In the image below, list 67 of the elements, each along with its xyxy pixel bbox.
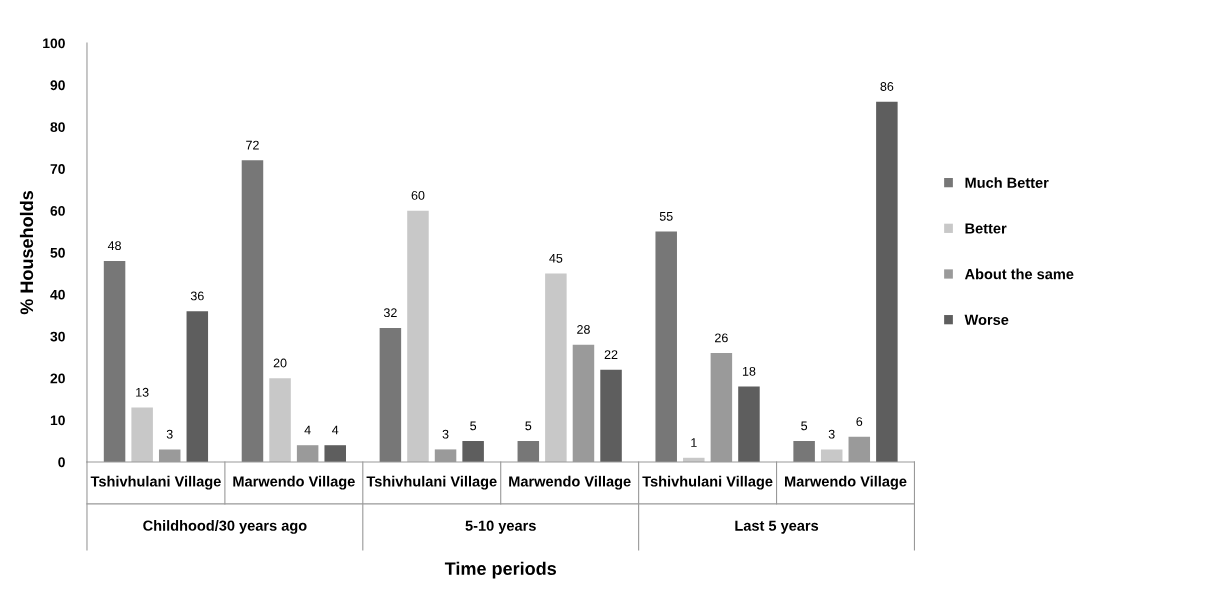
bar: [820, 449, 843, 462]
y-tick-label: 0: [58, 457, 65, 468]
data-label: 1: [691, 438, 697, 447]
bar: [103, 260, 126, 462]
data-label: 32: [383, 308, 397, 318]
legend-label: Much Better: [965, 177, 1049, 188]
x-tick-label: Tshivhulani Village: [642, 475, 773, 490]
legend-label: About the same: [964, 268, 1074, 280]
y-tick-label: 50: [50, 247, 65, 258]
text: Childhood/30 years ago: [143, 520, 307, 534]
bar: [186, 311, 209, 462]
data-label: 26: [715, 333, 728, 343]
data-label: 3: [828, 429, 835, 439]
y-axis-title: % Households: [19, 191, 34, 315]
data-label: 5: [470, 421, 477, 431]
data-label: 5: [525, 421, 532, 431]
bar: [131, 407, 153, 462]
bar: [462, 441, 484, 462]
y-tick-label: 30: [50, 331, 65, 342]
y-tick-label: 40: [50, 289, 65, 300]
data-label: 55: [659, 212, 673, 221]
data-label: 18: [742, 366, 756, 376]
bar: [324, 445, 346, 462]
bar: [407, 210, 429, 462]
bar: [600, 369, 622, 462]
bar: [738, 386, 760, 462]
x-tick-label: Tshivhulani Village: [366, 475, 497, 490]
bar: [655, 231, 677, 462]
data-label: 4: [332, 425, 339, 435]
y-tick-label: 20: [50, 373, 65, 384]
y-tick-label: 90: [50, 80, 65, 91]
x-tick-label: Tshivhulani Village: [90, 475, 221, 490]
bar: [793, 441, 815, 462]
data-label: 86: [880, 82, 894, 91]
bar: [379, 327, 402, 462]
x-tick-label: Marwendo Village: [233, 475, 355, 490]
data-label: 22: [604, 350, 618, 359]
bar: [876, 101, 898, 462]
legend-label: Worse: [964, 314, 1009, 325]
data-label: 36: [190, 291, 204, 301]
data-label: 48: [107, 241, 121, 251]
data-label: 45: [549, 253, 563, 263]
y-tick-label: 70: [50, 164, 65, 174]
bar: [269, 378, 291, 462]
y-tick-label: 60: [50, 205, 65, 216]
data-label: 3: [166, 429, 173, 439]
bar: [545, 273, 567, 462]
x-axis-title: Time periods: [444, 561, 557, 579]
legend-label: Better: [965, 223, 1007, 234]
bar: [241, 160, 264, 462]
data-label: 60: [411, 190, 425, 200]
data-label: 28: [577, 325, 590, 334]
y-tick-label: 80: [50, 122, 65, 133]
y-tick-label: 10: [50, 415, 65, 426]
x-tick-label: Marwendo Village: [785, 475, 907, 490]
data-label: 4: [304, 425, 311, 435]
data-label: 6: [856, 417, 863, 427]
y-tick-label: 100: [43, 38, 65, 49]
bar: [517, 441, 540, 462]
data-label: 3: [442, 429, 449, 439]
x-tick-label: Marwendo Village: [509, 475, 631, 490]
text: Last 5 years: [735, 520, 819, 534]
data-label: 72: [246, 140, 259, 150]
text: 5-10 years: [465, 520, 536, 534]
data-label: 5: [801, 421, 808, 431]
data-label: 20: [273, 358, 287, 368]
data-label: 13: [136, 387, 149, 397]
